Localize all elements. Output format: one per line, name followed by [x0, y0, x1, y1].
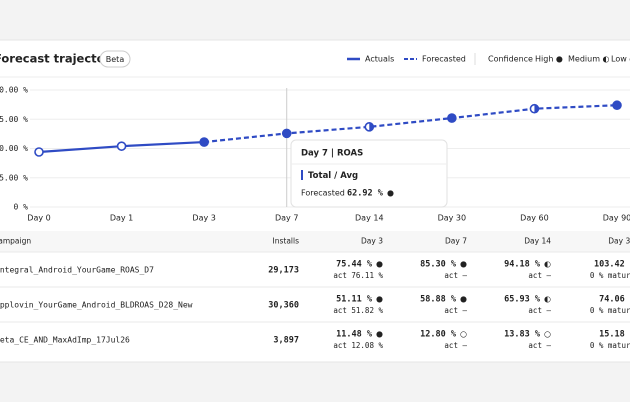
x-tick-label: Day 30 — [438, 214, 467, 223]
series-line — [204, 104, 618, 144]
column-header: Day 7 — [445, 237, 467, 246]
x-tick-label: Day 1 — [110, 214, 133, 223]
tooltip-group: Total / Avg — [308, 171, 358, 181]
cell-confidence: ○ — [544, 330, 551, 339]
point — [199, 137, 209, 147]
cell-sub: 0 % mature — [590, 271, 630, 280]
point-half — [534, 104, 539, 113]
cell-sub: act – — [444, 341, 467, 350]
cell-sub: act – — [528, 341, 551, 350]
legend-actuals: Actuals — [365, 55, 394, 64]
cell-sub: 0 % mature — [590, 306, 630, 315]
cell-value: 12.80 % — [420, 330, 457, 340]
cell-sub: act 12.08 % — [333, 341, 383, 350]
tooltip-label: Forecasted — [301, 189, 345, 198]
column-header: Campaign — [0, 237, 31, 246]
cell-confidence: ● — [376, 295, 383, 304]
cell-confidence: ◐ — [544, 295, 551, 304]
legend-level: Medium ◐ — [568, 55, 610, 64]
y-tick-label: 75.00 % — [0, 115, 28, 124]
campaign: Applovin_YourGame_Android_BLDROAS_D28_Ne… — [0, 301, 193, 310]
cell-confidence: ● — [460, 295, 467, 304]
x-tick-label: Day 3 — [192, 214, 215, 223]
cell-value: 85.30 % — [420, 260, 457, 270]
table: Campaign Installs Day 3 Day 7 Day 14 Day 30 In… — [0, 237, 630, 350]
tooltip-accent — [301, 170, 303, 180]
x-tick-label: Day 60 — [520, 214, 549, 223]
tooltip-box — [290, 139, 448, 208]
point — [447, 113, 457, 123]
title: Forecast trajectory — [0, 52, 118, 66]
cell-value: 74.06 % — [599, 295, 630, 305]
cell-confidence: ● — [376, 330, 383, 339]
x-tick-label: Day 14 — [355, 214, 384, 223]
column-header: Day 3 — [361, 237, 383, 246]
point — [116, 141, 127, 151]
installs: 30,360 — [268, 301, 299, 311]
tooltip-title: Day 7 | ROAS — [301, 149, 363, 159]
cell-value: 51.11 % — [336, 295, 373, 305]
badge — [99, 50, 131, 68]
installs: 3,897 — [273, 336, 299, 346]
cell-sub: act 51.82 % — [333, 306, 383, 315]
cell-value: 11.48 % — [336, 330, 373, 340]
campaign: Beta_CE_AND_MaxAdImp_17Jul26 — [0, 336, 130, 345]
column-header: Day 30 — [608, 237, 630, 246]
cell-value: 13.83 % — [504, 330, 541, 340]
y-tick-label: 25.00 % — [0, 173, 28, 182]
table-header-bg — [0, 231, 630, 252]
y-tick-label: 100.00 % — [0, 86, 28, 95]
cell-sub: 0 % mature — [590, 341, 630, 350]
badge-text: Beta — [106, 55, 125, 64]
cell-sub: act – — [444, 306, 467, 315]
x-tick-label: Day 90 — [603, 214, 630, 223]
campaign: Integral_Android_YourGame_ROAS_D7 — [0, 266, 154, 275]
cell-value: 58.88 % — [420, 295, 457, 305]
cell-confidence: ○ — [460, 330, 467, 339]
cell-value: 15.18 % — [599, 330, 630, 340]
point — [281, 128, 292, 139]
tooltip: Day 7 | ROAS Total / Avg Forecasted 62.9… — [290, 139, 448, 208]
cell-sub: act 76.11 % — [333, 271, 383, 280]
tooltip-confidence: ● — [387, 189, 394, 198]
column-header: Installs — [273, 237, 300, 246]
legend-level: High ● — [535, 55, 563, 64]
cell-confidence: ● — [460, 260, 467, 269]
cell-sub: act – — [528, 271, 551, 280]
cell-value: 103.42 % — [594, 260, 630, 270]
point — [612, 100, 622, 111]
cell-sub: act – — [444, 271, 467, 280]
legend-confidence: Confidence — [488, 55, 533, 64]
cell-sub: act – — [528, 306, 551, 315]
point — [34, 147, 44, 157]
column-header: Day 14 — [524, 237, 551, 246]
tooltip-value: 62.92 % — [347, 189, 384, 199]
cell-value: 75.44 % — [336, 260, 373, 270]
installs: 29,173 — [268, 266, 299, 276]
legend-forecasted: Forecasted — [422, 55, 466, 64]
cell-value: 94.18 % — [504, 260, 541, 270]
y-tick-label: 0 % — [14, 203, 29, 212]
cell-value: 65.93 % — [504, 295, 541, 305]
y-tick-label: 50.00 % — [0, 144, 28, 153]
cell-confidence: ◐ — [544, 260, 551, 269]
x-tick-label: Day 7 — [275, 214, 298, 223]
point-half — [369, 122, 374, 131]
x-tick-label: Day 0 — [27, 214, 50, 223]
cell-confidence: ● — [376, 260, 383, 269]
legend-level: Low ○ — [611, 55, 630, 64]
